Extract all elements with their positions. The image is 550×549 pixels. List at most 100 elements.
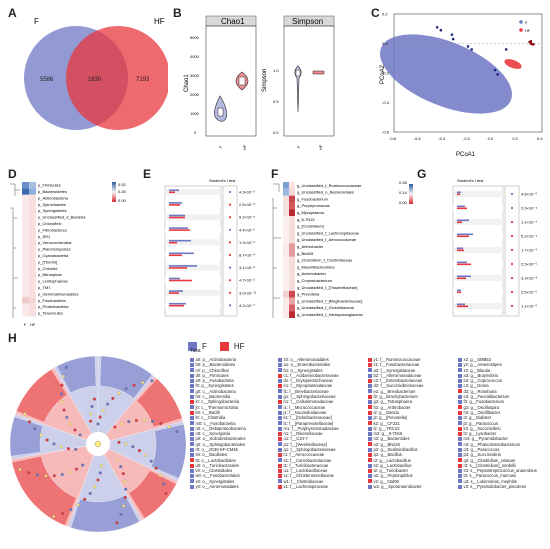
phylum-ttest-stripe-1 — [165, 201, 221, 208]
clado-node-1 — [98, 415, 102, 419]
taxa-item-col4-3: a3: g__Butyrivibrio — [458, 373, 537, 378]
genus-label-7: g_Unclassified_f_Lachnospiraceae — [297, 230, 360, 235]
phylum-cell-f-13 — [22, 265, 29, 272]
taxa-item-col2-5: e1: f__Mycoplasmataceae — [278, 383, 339, 388]
phylum-ttest-pval-9: 4.2×10⁻⁷ — [239, 303, 255, 308]
venn-count-shared: 1630 — [88, 77, 102, 83]
phylum-heatmap: p_Firmicutesp_Bacteroidetesp_Actinobacte… — [10, 182, 127, 327]
taxa-swatch — [458, 447, 462, 452]
simpson-violin-f — [294, 65, 302, 113]
taxa-swatch — [458, 373, 462, 378]
genus-ttest-bar-hf-5 — [457, 263, 471, 266]
taxa-swatch — [368, 384, 372, 389]
taxa-label: u3: s__Lutiemonas_mephitis — [463, 478, 517, 484]
genus-cell-f-1 — [283, 188, 289, 196]
clado-node-37 — [115, 521, 119, 525]
genus-cell-hf-5 — [289, 216, 295, 223]
taxa-swatch — [458, 378, 462, 383]
genus-ttest-bar-f-0 — [457, 191, 461, 194]
taxa-item-col3-3: b2: f__Alteromonadaceae — [368, 373, 424, 378]
phylum-cell-f-20 — [22, 310, 29, 317]
taxa-item-col2-23: w1: f__Clostridiaceae — [278, 479, 339, 484]
taxa-swatch — [278, 431, 282, 436]
genus-label-10: g_Blvii28 — [297, 251, 314, 256]
clado-node-43 — [83, 497, 87, 501]
taxa-label: b3: g__Coprococcus — [463, 378, 502, 384]
phylum-label-17: p_Gemmatimonadetes — [38, 291, 78, 296]
taxa-swatch — [368, 394, 372, 399]
simpson-tick-2: 1.0 — [273, 68, 279, 73]
clado-node-21 — [131, 445, 135, 449]
taxa-label: q1: f__Sphingobacteriaceae — [283, 447, 336, 452]
phylum-cell-f-19 — [22, 303, 29, 310]
taxa-label: f0: p__Synergistetes — [195, 383, 234, 389]
taxa-swatch — [278, 463, 282, 468]
pcoa-legend-hf-dot — [519, 28, 523, 32]
taxa-swatch — [458, 400, 462, 405]
phylum-ttest-bar-f-8 — [169, 290, 183, 292]
clado-node-69 — [65, 415, 69, 419]
panel-letter-d: D — [8, 167, 17, 181]
taxa-item-col4-12: j3: g__Paracoccus — [458, 421, 537, 426]
phylum-ttest-ci-4 — [228, 241, 232, 244]
genus-ttest-pval-1: 2.0×10⁻⁴ — [521, 206, 537, 211]
phylum-ttest-ci-2 — [228, 216, 232, 219]
taxa-label: u0: o__Turicibacterales — [195, 462, 239, 468]
taxa-label: i2: g__Dietzia — [373, 409, 399, 415]
genus-label-6: g_[Clostridium] — [297, 224, 324, 229]
simpson-tick-1: 0.5 — [273, 99, 279, 104]
genus-cell-hf-13 — [289, 270, 295, 278]
taxa-item-col2-2: b1: o__Synergistales — [278, 368, 339, 373]
pcoa-ylabel: PCoA2 — [380, 64, 386, 84]
taxa-label: x0: o__Synergistales — [195, 478, 235, 484]
genus-ttest-pval-5: 2.5×10⁻⁵ — [521, 262, 537, 267]
genus-cell-f-12 — [283, 263, 289, 271]
taxa-item-col3-5: d2: f__Succinivibrionaceae — [368, 383, 424, 388]
phylum-ttest-pval-0: 4.3×10⁻³ — [239, 190, 255, 195]
taxa-swatch — [190, 357, 194, 362]
genus-ttest-stripe-8 — [453, 303, 503, 309]
genus-label-12: g_Macellibacteroides — [297, 264, 335, 269]
taxa-label: b1: o__Synergistales — [283, 367, 323, 373]
taxa-title: Taxa — [190, 348, 201, 354]
taxa-legend: Taxa a0: p__Actinobacteria b0: p__Bactero… — [190, 348, 548, 545]
taxa-swatch — [278, 410, 282, 415]
taxa-swatch — [190, 368, 194, 373]
taxa-label: r0: o__JG30-KF-CM45 — [195, 447, 238, 452]
taxa-swatch — [190, 479, 194, 484]
genus-cell-hf-19 — [289, 311, 295, 318]
genus-label-2: g_Fusobacterium — [297, 196, 329, 201]
clado-node-59 — [59, 445, 63, 449]
taxa-swatch — [190, 373, 194, 378]
taxa-swatch — [190, 410, 194, 415]
taxa-label: u1: f__Lactobacillaceae — [283, 468, 328, 474]
taxa-item-col4-19: q3: g__Clostridium_celatum — [458, 458, 537, 463]
genus-ttest-pval-0: 4.6×10⁻⁵ — [521, 192, 537, 197]
phylum-ttest-pval-7: 4.7×10⁻² — [239, 278, 255, 283]
phylum-label-2: p_Actinobacteria — [38, 195, 69, 200]
genus-ttest-bar-f-5 — [457, 261, 467, 264]
genus-cell-hf-7 — [289, 229, 295, 237]
phylum-cell-f-1 — [22, 188, 29, 195]
taxa-label: s1: f__Carnobacteriaceae — [283, 457, 332, 463]
taxa-item-col3-23: v2: g__02d06 — [368, 479, 424, 484]
taxa-swatch — [458, 437, 462, 442]
taxa-swatch — [190, 426, 194, 431]
taxa-swatch — [368, 373, 372, 378]
taxa-item-col1-1: b0: p__Bacteroidetes — [190, 362, 246, 367]
taxa-label: p2: g__Sediminibacillus — [373, 447, 418, 452]
clado-node-41 — [93, 485, 97, 489]
lefse-cladogram — [9, 355, 187, 533]
phylum-cell-hf-20 — [29, 310, 36, 317]
pcoa-xtick-5: 0.2 — [512, 136, 518, 141]
genus-scale-min: 0.00 — [399, 200, 408, 205]
clado-node-25 — [154, 466, 158, 470]
taxa-label: t2: g__Turicibacter — [373, 468, 409, 474]
taxa-item-col2-22: v1: f__Christensenellaceae — [278, 473, 339, 479]
genus-cell-hf-11 — [289, 256, 295, 264]
phylum-ttest-bar-f-4 — [169, 239, 191, 242]
legend-swatch-f — [188, 342, 197, 351]
phylum-cell-f-16 — [22, 284, 29, 291]
panel-letter-h: H — [8, 331, 17, 345]
taxa-swatch — [368, 452, 372, 457]
